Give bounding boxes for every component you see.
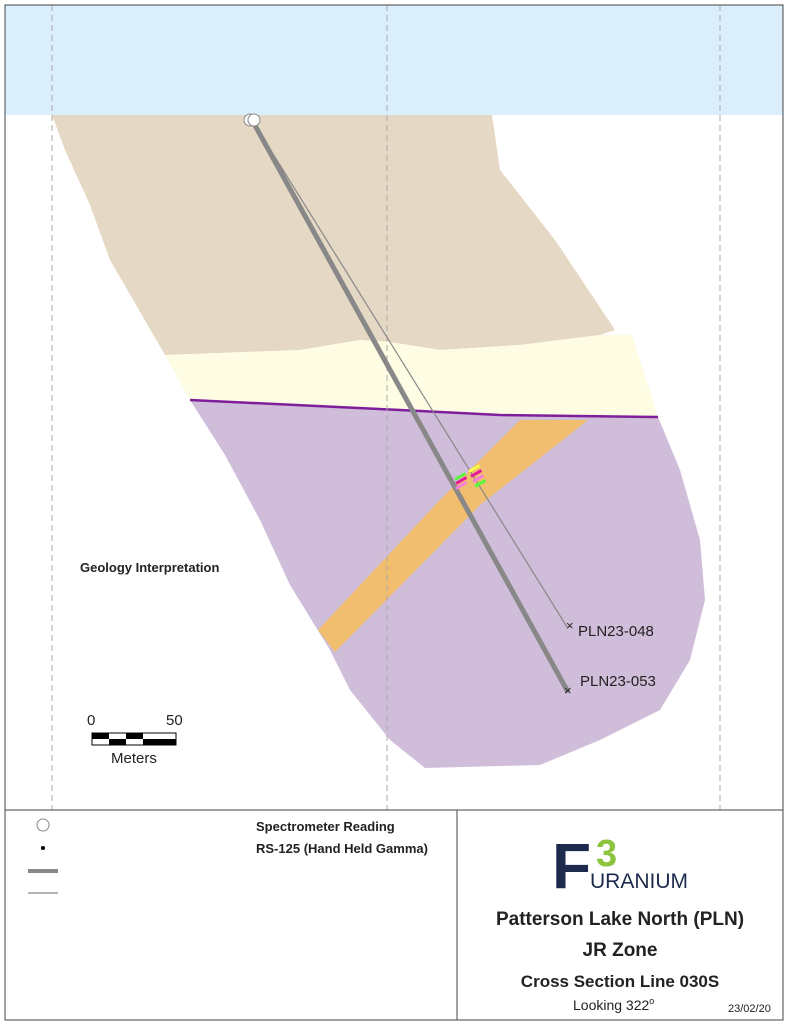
looking-sup: o (649, 996, 654, 1006)
depth-symbol (41, 846, 45, 850)
spectro-subtitle: RS-125 (Hand Held Gamma) (256, 841, 428, 856)
interval (468, 464, 481, 473)
interval (454, 472, 467, 481)
hole-label: PLN23-048 (578, 623, 654, 640)
title: Patterson Lake North (PLN) (496, 909, 744, 930)
previous-hole (251, 119, 568, 628)
looking: Looking 322o (573, 996, 654, 1013)
grid (51, 5, 721, 810)
hole-end: × (566, 618, 574, 633)
scale-unit: Meters (111, 750, 157, 767)
title: Cross Section Line 030S (521, 972, 719, 991)
current-hole (249, 118, 571, 694)
section-map: × × PLN23-048 PLN23-053 Geology Interpre… (5, 5, 783, 810)
shear-zone (318, 420, 588, 652)
logo: F 3 URANIUM (552, 830, 688, 902)
frame (4, 4, 784, 1021)
collar-symbol (36, 818, 50, 832)
hole-end: × (564, 683, 572, 698)
logo-f: F (552, 830, 591, 902)
lake (5, 5, 783, 115)
interval (472, 474, 485, 483)
date: 23/02/20 (728, 1003, 771, 1015)
scale-label: 50 (166, 712, 183, 729)
overburden (52, 115, 615, 355)
interval (455, 476, 468, 485)
scale-bar: 0 50 Meters (87, 712, 183, 767)
legend-title: Geology Interpretation (80, 560, 219, 575)
spectrometer-intervals (454, 464, 487, 490)
unconformity (189, 398, 659, 419)
spectro-title: Spectrometer Reading (256, 819, 395, 834)
scale-label: 0 (87, 712, 95, 729)
logo-word: URANIUM (590, 870, 688, 893)
basement (190, 400, 705, 768)
interval (455, 481, 468, 490)
title: JR Zone (583, 940, 658, 961)
hole-label: PLN23-053 (580, 673, 656, 690)
collar (247, 113, 261, 127)
interval (474, 479, 487, 488)
interval (470, 469, 483, 478)
logo-3: 3 (596, 833, 617, 875)
looking-text: Looking 322 (573, 997, 650, 1013)
